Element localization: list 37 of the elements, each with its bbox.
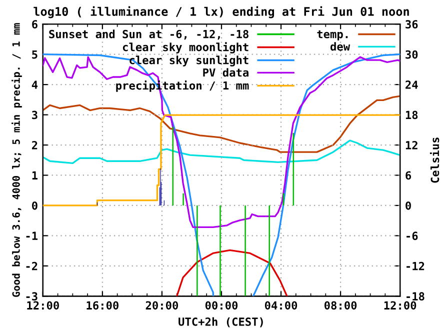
x-tick-label: 16:00 bbox=[86, 301, 118, 310]
y-tick-label: 3 bbox=[32, 110, 38, 120]
y-tick-label: 4 bbox=[32, 80, 38, 89]
y-tick-label: 6 bbox=[32, 20, 38, 29]
legend-label: clear sky moonlight bbox=[122, 42, 248, 54]
legend-label: temp. bbox=[317, 30, 348, 40]
legend-label: Sunset and Sun at -6, -12, -18 bbox=[49, 30, 248, 40]
y2-tick-label: -12 bbox=[406, 262, 424, 270]
legend-label: clear sky sunlight bbox=[130, 55, 248, 66]
y2-tick-label: 6 bbox=[406, 171, 412, 180]
x-axis-title: UTC+2h (CEST) bbox=[178, 317, 263, 328]
x-tick-label: 08:00 bbox=[324, 301, 357, 310]
x-tick-label: 12:00 bbox=[384, 301, 416, 310]
x-tick-label: 20:00 bbox=[146, 301, 178, 310]
legend-label: PV data bbox=[203, 68, 248, 77]
y2-axis-title: Celsius bbox=[430, 138, 440, 183]
y-axis-title: Good below 3.6, 4000 lx; 5 min precip. / 1 mm bbox=[12, 23, 22, 297]
y-tick-label: -3 bbox=[26, 292, 38, 301]
y2-tick-label: 30 bbox=[406, 50, 418, 59]
x-tick-label: 00:00 bbox=[205, 301, 238, 310]
legend-label: dew bbox=[330, 42, 350, 51]
y2-tick-label: 18 bbox=[406, 110, 418, 120]
y2-tick-label: -6 bbox=[406, 232, 418, 240]
y2-tick-label: 0 bbox=[406, 201, 411, 210]
y-tick-label: 0 bbox=[32, 201, 38, 210]
y2-tick-label: -18 bbox=[406, 292, 424, 301]
y2-tick-label: 24 bbox=[406, 80, 418, 89]
y-tick-label: 5 bbox=[32, 50, 38, 59]
x-tick-label: 04:00 bbox=[264, 301, 298, 310]
y-tick-label: -2 bbox=[26, 262, 38, 270]
y-tick-label: 2 bbox=[32, 140, 38, 150]
y2-tick-label: 36 bbox=[406, 20, 418, 29]
chart-title: log10 ( illuminance / 1 lx) ending at Fri Jun 01 noon bbox=[34, 6, 409, 18]
y-tick-label: 1 bbox=[32, 171, 38, 180]
y2-tick-label: 12 bbox=[406, 140, 418, 150]
x-tick-label: 12:00 bbox=[27, 301, 59, 310]
y-tick-label: -1 bbox=[26, 232, 38, 240]
